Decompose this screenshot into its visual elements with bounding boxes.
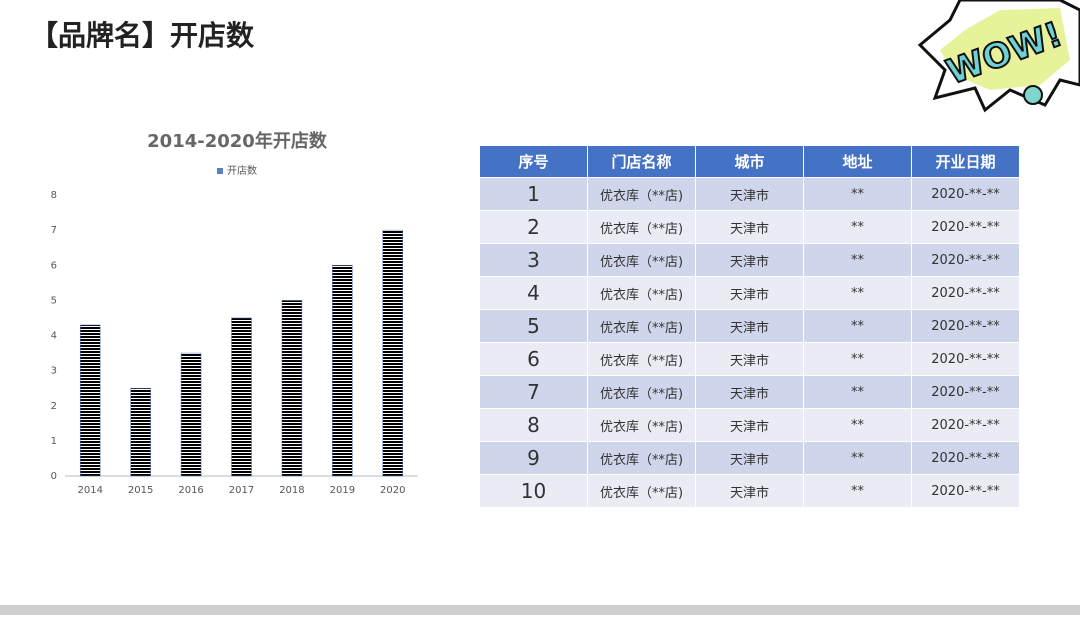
y-tick-label: 2 [51,401,57,412]
x-tick-label: 2020 [380,485,405,496]
y-tick-label: 1 [51,436,57,447]
table-row: 6 优衣库（**店) 天津市 ** 2020-**-** [479,342,1020,376]
table-cell: 9 [479,441,588,475]
table-cell: 优衣库（**店) [587,177,696,211]
table-row: 3 优衣库（**店) 天津市 ** 2020-**-** [479,243,1020,277]
table-row: 1 优衣库（**店) 天津市 ** 2020-**-** [479,177,1020,211]
table-cell: 天津市 [695,276,804,310]
table-cell: 优衣库（**店) [587,210,696,244]
table-cell: 天津市 [695,243,804,277]
x-tick-label: 2016 [178,485,203,496]
bar [332,265,353,477]
slide-title: 【品牌名】开店数 [30,19,255,52]
table-cell: ** [803,408,912,442]
bar [79,324,101,477]
table-cell: 天津市 [695,441,804,475]
table-cell: ** [803,474,912,508]
y-tick-label: 0 [51,471,57,482]
y-tick-label: 4 [51,331,57,342]
table-cell: 天津市 [695,342,804,376]
x-tick-label: 2019 [330,485,355,496]
table-cell: 2020-**-** [911,408,1020,442]
table-cell: 1 [479,177,588,211]
bar [130,387,151,477]
table-row: 5 优衣库（**店) 天津市 ** 2020-**-** [479,309,1020,343]
wow-badge: WOW! [917,0,1080,113]
y-tick-label: 5 [51,295,57,306]
table-row: 7 优衣库（**店) 天津市 ** 2020-**-** [479,375,1020,409]
table-cell: 天津市 [695,474,804,508]
x-tick-label: 2017 [229,485,254,496]
table-cell: 天津市 [695,210,804,244]
table-cell: 2020-**-** [911,474,1020,508]
x-tick-label: 2015 [128,485,153,496]
header-cell: 地址 [803,145,912,178]
table-cell: 4 [479,276,588,310]
table-row: 9 优衣库（**店) 天津市 ** 2020-**-** [479,441,1020,475]
legend-label: 开店数 [227,164,257,177]
table-row: 10 优衣库（**店) 天津市 ** 2020-**-** [479,474,1020,508]
header-cell: 门店名称 [587,145,696,178]
table-cell: 7 [479,375,588,409]
header-cell: 序号 [479,145,588,178]
table-row: 8 优衣库（**店) 天津市 ** 2020-**-** [479,408,1020,442]
table-cell: 优衣库（**店) [587,474,696,508]
table-cell: 2020-**-** [911,375,1020,409]
y-tick-label: 7 [51,225,57,236]
header-cell: 城市 [695,145,804,178]
legend-swatch [217,168,223,174]
table-cell: ** [803,177,912,211]
table-cell: 6 [479,342,588,376]
table-cell: 优衣库（**店) [587,309,696,343]
table-cell: 天津市 [695,309,804,343]
table-cell: ** [803,342,912,376]
y-tick-label: 8 [51,190,57,201]
table-cell: ** [803,309,912,343]
table-cell: 5 [479,309,588,343]
table-cell: ** [803,441,912,475]
table-cell: 2020-**-** [911,243,1020,277]
table-cell: 2020-**-** [911,177,1020,211]
footer-bar [0,605,1080,615]
bar [180,352,202,477]
table-cell: 2020-**-** [911,276,1020,310]
table-cell: 10 [479,474,588,508]
bar [231,317,252,477]
y-tick-label: 3 [51,366,57,377]
table-cell: 优衣库（**店) [587,276,696,310]
table-cell: 优衣库（**店) [587,441,696,475]
table-cell: ** [803,210,912,244]
table-cell: 3 [479,243,588,277]
table-cell: 天津市 [695,375,804,409]
table-cell: 8 [479,408,588,442]
table-cell: 优衣库（**店) [587,342,696,376]
table-row: 4 优衣库（**店) 天津市 ** 2020-**-** [479,276,1020,310]
header-cell: 开业日期 [911,145,1020,178]
table-cell: ** [803,375,912,409]
table-cell: 2020-**-** [911,441,1020,475]
table-cell: 2020-**-** [911,342,1020,376]
chart-title: 2014-2020年开店数 [147,130,328,152]
table-cell: 天津市 [695,177,804,211]
table-cell: 2 [479,210,588,244]
table-cell: ** [803,276,912,310]
table-cell: 优衣库（**店) [587,243,696,277]
bar [281,300,303,477]
table-row: 2 优衣库（**店) 天津市 ** 2020-**-** [479,210,1020,244]
table-cell: 优衣库（**店) [587,375,696,409]
x-tick-label: 2014 [77,485,102,496]
table-cell: ** [803,243,912,277]
bar [382,229,404,477]
table-cell: 2020-**-** [911,210,1020,244]
header-row: 序号 门店名称 城市 地址 开业日期 [479,145,1020,178]
store-table: 序号 门店名称 城市 地址 开业日期 1 优衣库（**店) 天津市 ** 2020-**-** 2 优… [479,145,1020,508]
table-cell: 2020-**-** [911,309,1020,343]
table-cell: 优衣库（**店) [587,408,696,442]
y-tick-label: 6 [51,260,57,271]
x-tick-label: 2018 [279,485,304,496]
table-cell: 天津市 [695,408,804,442]
